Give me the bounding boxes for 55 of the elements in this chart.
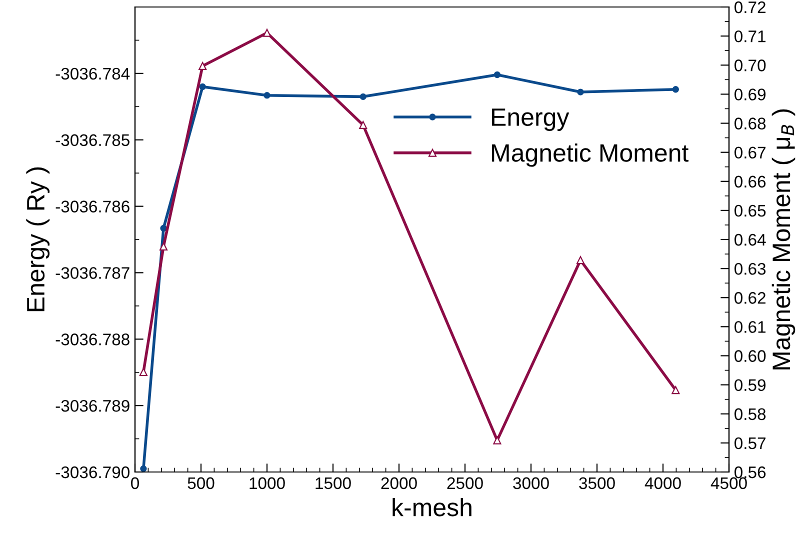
point bbox=[360, 93, 366, 100]
y2-tick-label: 0.70 bbox=[734, 60, 766, 72]
y2-tick-label: 0.65 bbox=[734, 204, 766, 217]
y2-tick-label: 0.58 bbox=[734, 408, 766, 420]
y-tick-label: -3036.785 bbox=[56, 134, 130, 146]
x-tick-label: 2000 bbox=[381, 477, 417, 490]
y2-tick-label: 0.71 bbox=[734, 30, 766, 42]
y-tick-label: -3036.786 bbox=[56, 200, 130, 212]
x-tick-label: 4000 bbox=[644, 477, 681, 490]
x-tick-label: 4500 bbox=[710, 477, 747, 490]
point bbox=[159, 242, 168, 250]
x-tick-label: 500 bbox=[188, 477, 214, 490]
point bbox=[577, 88, 584, 96]
y2-tick-label: 0.57 bbox=[734, 437, 766, 450]
y2-tick-label: 0.67 bbox=[734, 146, 766, 159]
x-tick-label: 1000 bbox=[250, 477, 285, 490]
point bbox=[493, 436, 502, 444]
point bbox=[264, 92, 270, 99]
y2-tick-label: 0.62 bbox=[734, 292, 766, 304]
x-axis-title: k-mesh bbox=[392, 498, 472, 516]
point bbox=[576, 256, 585, 264]
point bbox=[140, 465, 147, 472]
point bbox=[359, 120, 368, 130]
x-tick-label: 0 bbox=[131, 477, 139, 490]
x-tick-label: 3500 bbox=[579, 477, 615, 490]
y2-tick-label: 0.64 bbox=[734, 234, 766, 246]
y2-tick-label: 0.63 bbox=[734, 262, 766, 275]
point bbox=[160, 224, 167, 232]
y-tick-label: -3036.784 bbox=[56, 68, 130, 80]
y2-tick-label: 0.56 bbox=[734, 466, 766, 478]
y-tick-label: -3036.787 bbox=[56, 267, 130, 279]
x-tick-label: 2500 bbox=[447, 477, 483, 490]
point bbox=[672, 386, 680, 394]
x-tick-label: 3000 bbox=[513, 477, 549, 490]
y2-tick-label: 0.72 bbox=[734, 1, 766, 14]
y-tick-label: -3036.790 bbox=[56, 466, 130, 478]
y2-tick-label: 0.60 bbox=[734, 350, 766, 362]
y2-tick-label: 0.69 bbox=[734, 88, 766, 100]
y-tick-label: -3036.789 bbox=[56, 400, 130, 412]
point bbox=[199, 83, 206, 90]
point bbox=[139, 368, 148, 376]
point bbox=[262, 28, 272, 37]
legend-label: Magnetic Moment bbox=[492, 143, 689, 167]
point bbox=[672, 86, 680, 93]
x-tick-label: 1500 bbox=[316, 477, 351, 490]
y-tick-label: -3036.788 bbox=[56, 334, 130, 346]
y-axis-title: Energy ( Ry ) bbox=[26, 167, 50, 312]
y2-tick-label: 0.68 bbox=[734, 118, 766, 130]
point bbox=[494, 71, 501, 78]
y2-axis-title: Magnetic Moment ( μ$_{B}$ ) bbox=[772, 109, 796, 370]
y2-tick-label: 0.61 bbox=[734, 321, 766, 333]
legend-label: Energy bbox=[492, 108, 570, 131]
y2-tick-label: 0.59 bbox=[734, 379, 766, 392]
y2-tick-label: 0.66 bbox=[734, 176, 766, 188]
point bbox=[198, 62, 207, 70]
